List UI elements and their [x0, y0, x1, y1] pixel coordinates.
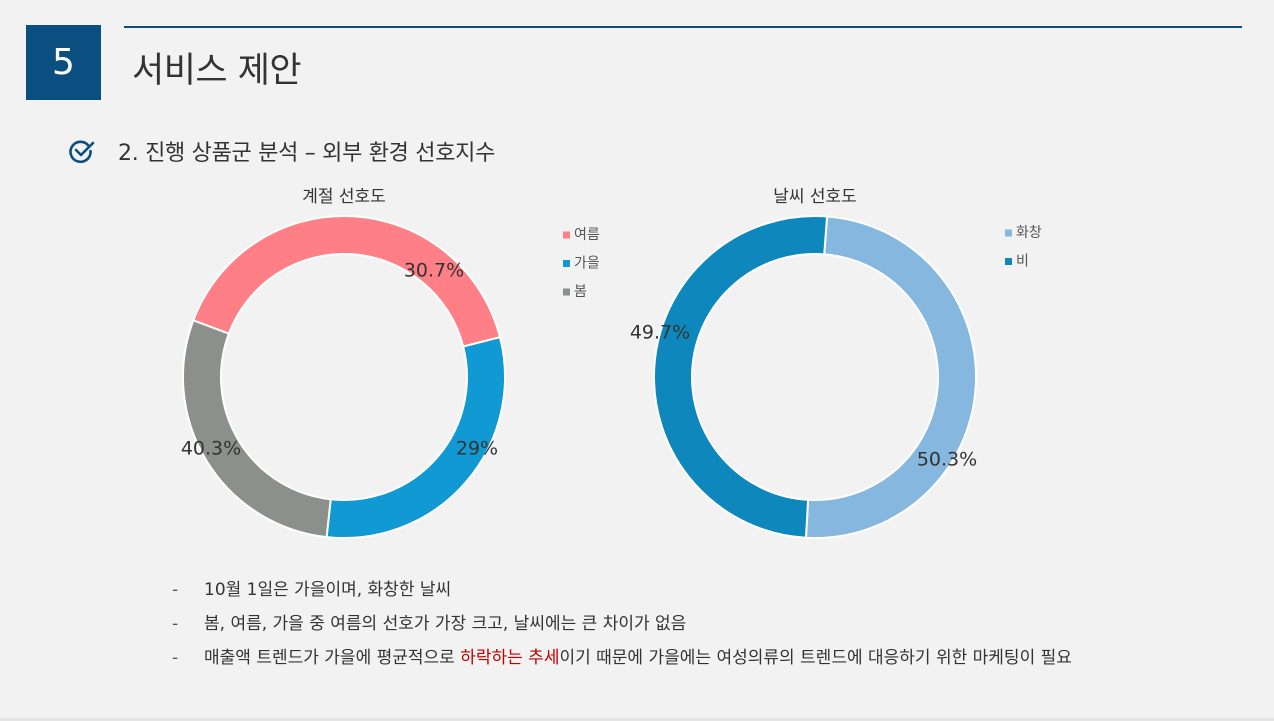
donut-slice-여름 — [192, 215, 502, 348]
legend-item: 봄 — [563, 284, 587, 300]
bullet-text: 10월 1일은 가을이며, 화창한 날씨 — [204, 578, 451, 612]
bullet-item: - 봄, 여름, 가을 중 여름의 선호가 가장 크고, 날씨에는 큰 차이가 없… — [172, 612, 1072, 646]
legend-label: 여름 — [574, 227, 600, 243]
section-number: 5 — [52, 42, 75, 83]
legend-item: 화창 — [1005, 225, 1042, 241]
data-label: 49.7% — [630, 322, 690, 344]
donut-slice-비 — [653, 215, 829, 539]
header-divider — [124, 26, 1242, 28]
data-label: 40.3% — [181, 438, 241, 460]
chart-title: 계절 선호도 — [302, 187, 386, 207]
bullet-item: - 10월 1일은 가을이며, 화창한 날씨 — [172, 578, 1072, 612]
legend-label: 가을 — [574, 256, 600, 272]
legend-swatch — [563, 231, 570, 239]
legend-swatch — [1005, 229, 1012, 237]
bullet-item: - 매출액 트렌드가 가을에 평균적으로 하락하는 추세이기 때문에 가을에는 여… — [172, 646, 1072, 680]
bullet-text: 매출액 트렌드가 가을에 평균적으로 하락하는 추세이기 때문에 가을에는 여성… — [204, 646, 1072, 680]
legend-label: 비 — [1016, 254, 1029, 270]
bullet-list: - 10월 1일은 가을이며, 화창한 날씨 - 봄, 여름, 가을 중 여름의 선호… — [172, 578, 1072, 680]
check-circle-icon — [69, 140, 95, 163]
bullet-dash: - — [172, 614, 179, 634]
section-number-badge: 5 — [26, 25, 101, 100]
legend-label: 봄 — [574, 284, 587, 300]
donut-chart-2: 날씨 선호도 49.7% 50.3% 화창비 — [630, 187, 1042, 539]
bullet-text-part: 10월 1일은 가을이며, 화창한 날씨 — [204, 580, 452, 600]
data-label: 30.7% — [404, 260, 464, 282]
donut-slice-화창 — [804, 215, 978, 539]
section-subtitle: 2. 진행 상품군 분석 – 외부 환경 선호지수 — [118, 141, 496, 166]
bullet-text-part: 봄, 여름, 가을 중 여름의 선호가 가장 크고, 날씨에는 큰 차이가 없음 — [204, 614, 687, 634]
data-label: 50.3% — [917, 449, 977, 471]
legend-item: 가을 — [563, 256, 600, 272]
legend-swatch — [563, 260, 570, 267]
bullet-text: 봄, 여름, 가을 중 여름의 선호가 가장 크고, 날씨에는 큰 차이가 없음 — [204, 612, 686, 646]
legend-item: 여름 — [563, 227, 600, 243]
highlight-text: 하락하는 추세 — [460, 648, 560, 668]
data-label: 29% — [456, 438, 498, 460]
bullet-dash: - — [172, 580, 179, 600]
footer-divider — [0, 718, 1274, 721]
donut-slice-봄 — [182, 319, 332, 539]
chart-title: 날씨 선호도 — [773, 187, 857, 207]
legend-swatch — [1005, 258, 1012, 265]
bullet-text-part: 매출액 트렌드가 가을에 평균적으로 — [204, 648, 461, 668]
legend-swatch — [563, 288, 570, 296]
bullet-dash: - — [172, 648, 179, 668]
slide-title: 서비스 제안 — [132, 51, 302, 91]
legend-label: 화창 — [1016, 225, 1042, 241]
bullet-text-part: 이기 때문에 가을에는 여성의류의 트렌드에 대응하기 위한 마케팅이 필요 — [559, 648, 1072, 668]
legend-item: 비 — [1005, 254, 1029, 270]
